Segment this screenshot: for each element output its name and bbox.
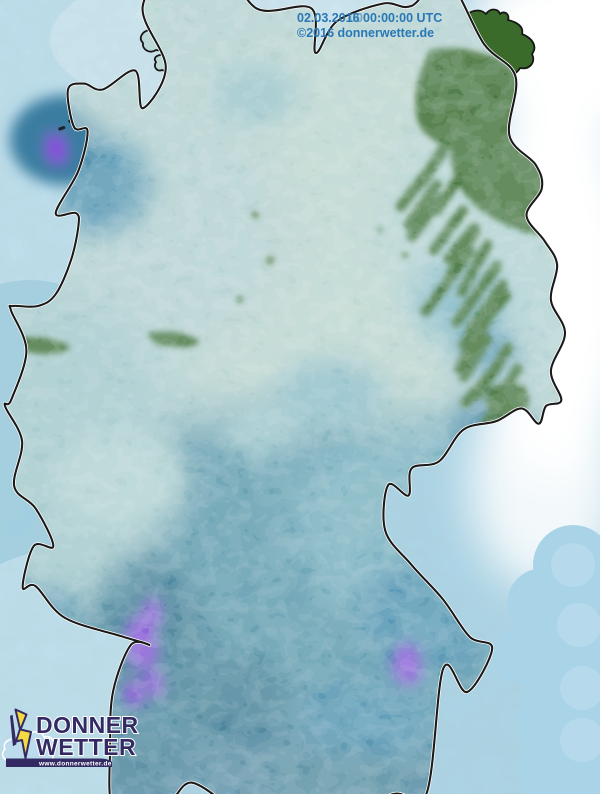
svg-text:WETTER: WETTER bbox=[36, 734, 136, 760]
svg-text:02.03.2016 00:00:00 UTC: 02.03.2016 00:00:00 UTC bbox=[297, 11, 442, 25]
svg-text:www.donnerwetter.de: www.donnerwetter.de bbox=[38, 761, 112, 768]
svg-text:©2016 donnerwetter.de: ©2016 donnerwetter.de bbox=[297, 26, 434, 40]
svg-text:00: 00 bbox=[349, 11, 363, 25]
